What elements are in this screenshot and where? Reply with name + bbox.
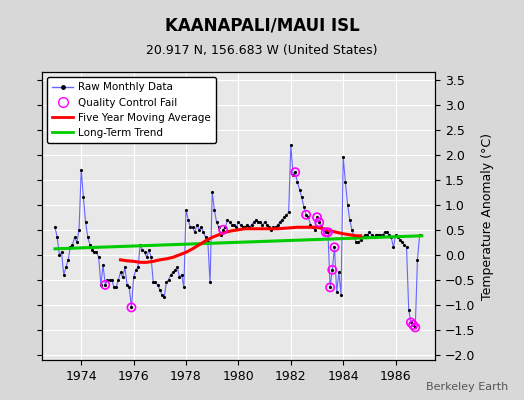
Point — [219, 226, 227, 233]
Point — [291, 169, 299, 175]
Point — [411, 324, 419, 331]
Point — [101, 282, 110, 288]
Text: 20.917 N, 156.683 W (United States): 20.917 N, 156.683 W (United States) — [146, 44, 378, 57]
Point — [330, 244, 339, 250]
Point — [315, 219, 323, 226]
Point — [324, 229, 332, 236]
Point — [326, 284, 334, 290]
Legend: Raw Monthly Data, Quality Control Fail, Five Year Moving Average, Long-Term Tren: Raw Monthly Data, Quality Control Fail, … — [47, 77, 216, 143]
Y-axis label: Temperature Anomaly (°C): Temperature Anomaly (°C) — [481, 132, 494, 300]
Point — [328, 267, 336, 273]
Text: KAANAPALI/MAUI ISL: KAANAPALI/MAUI ISL — [165, 16, 359, 34]
Point — [302, 212, 310, 218]
Point — [407, 319, 415, 326]
Point — [313, 214, 321, 220]
Point — [409, 322, 417, 328]
Point — [127, 304, 136, 311]
Point — [322, 229, 330, 236]
Text: Berkeley Earth: Berkeley Earth — [426, 382, 508, 392]
